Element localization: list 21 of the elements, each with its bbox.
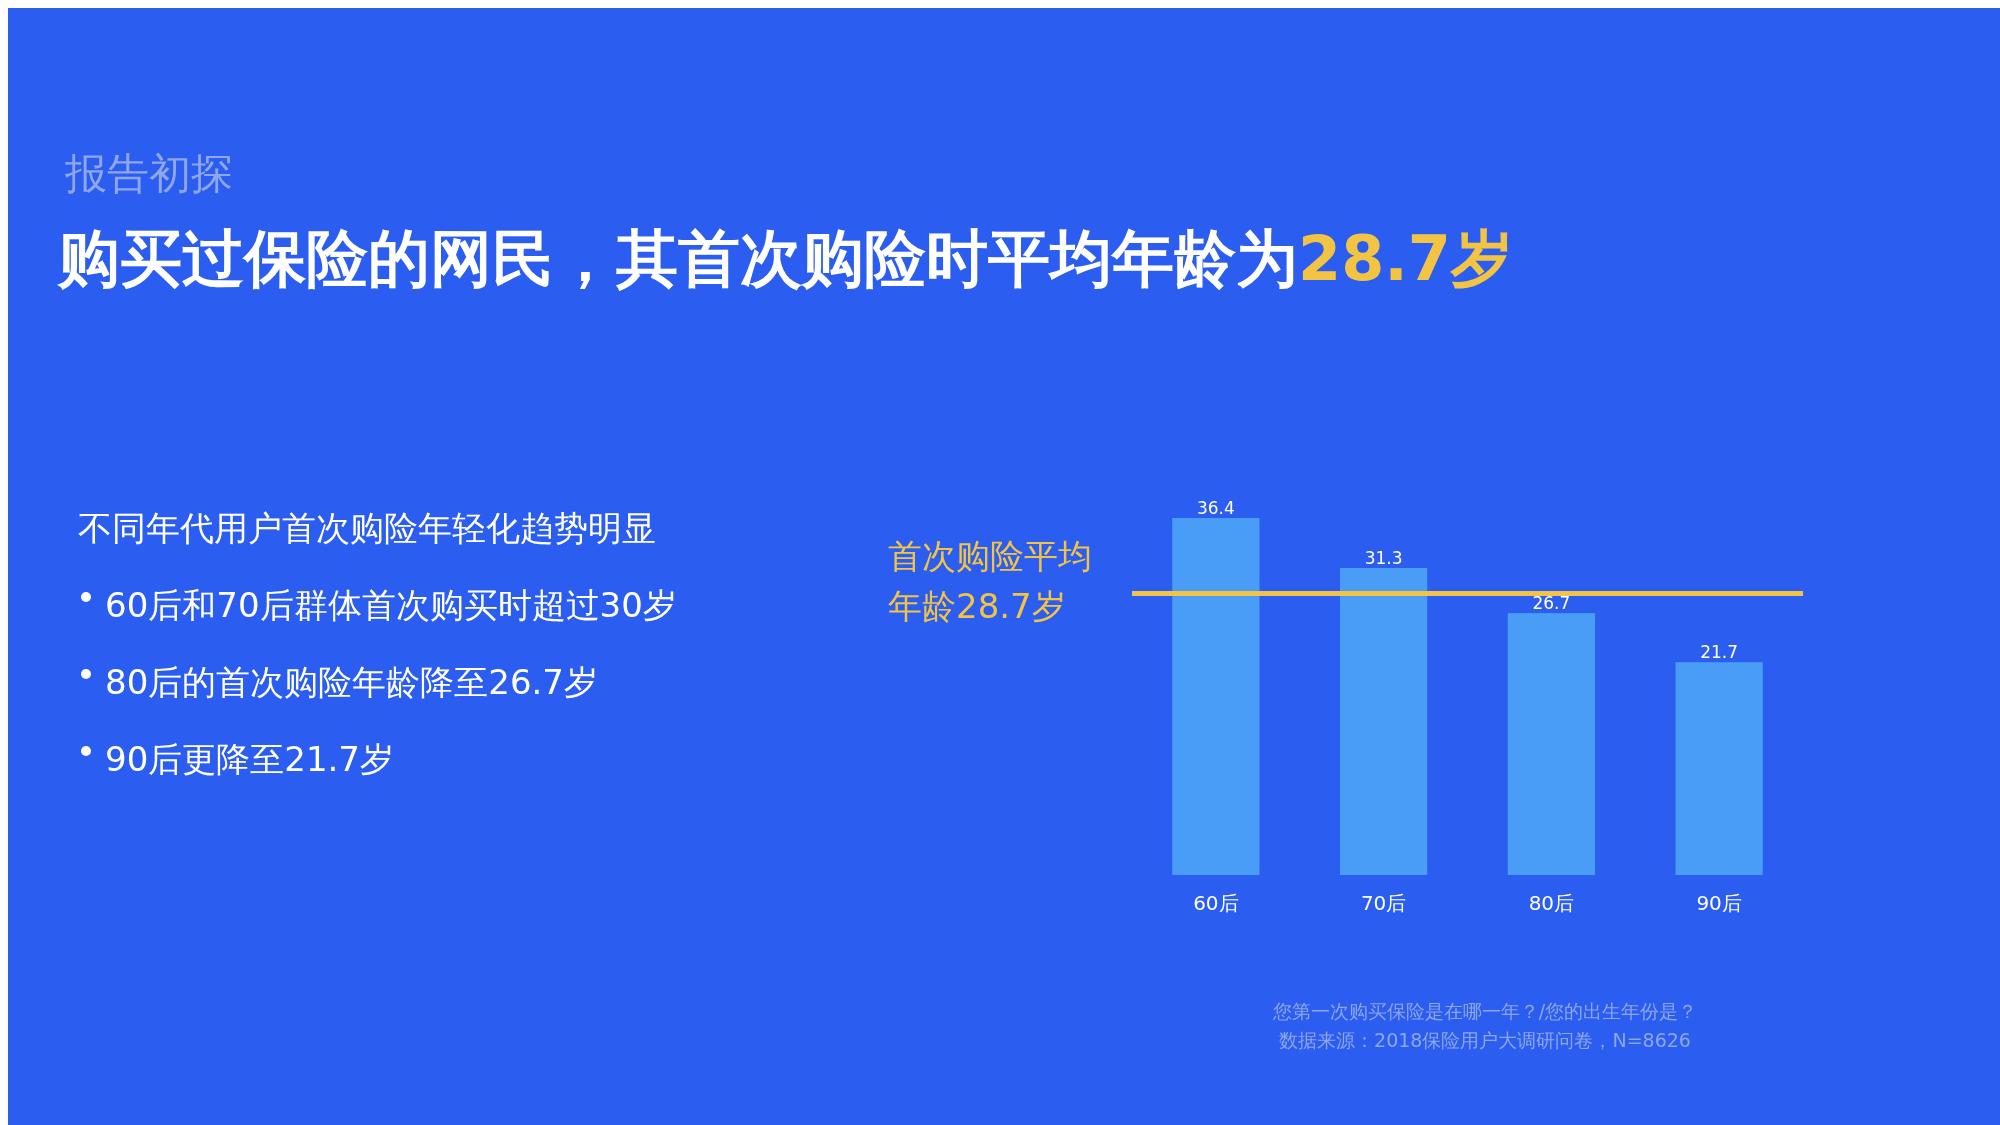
text: 不同年代用户首次购险年轻化趋势明显 (78, 508, 656, 548)
text: 60后和70后群体首次购买时超过30岁 (105, 585, 677, 625)
source-note: 数据来源：2018保险用户大调研问卷，N=8626 (1279, 1029, 1691, 1051)
text: 报告初探 (64, 149, 233, 198)
bar (1675, 662, 1763, 875)
data-label: 36.4 (1196, 498, 1235, 518)
x-tick-label: 90后 (1696, 891, 1742, 915)
bar (1507, 613, 1595, 875)
data-label: 31.3 (1364, 548, 1403, 569)
data-label: 26.7 (1532, 593, 1571, 614)
data-label: 21.7 (1700, 642, 1739, 663)
text: 90后更降至21.7岁 (105, 739, 394, 779)
x-tick-label: 60后 (1193, 891, 1239, 915)
chart-title: 购买过保险的网民，其首次购险时平均年龄为28.7岁 (56, 222, 1513, 295)
text: 80后的首次购险年龄降至26.7岁 (105, 662, 598, 702)
ref-line-label: 首次购险平均年龄28.7岁 (888, 536, 1092, 626)
bar (1340, 568, 1428, 875)
text: 您第一次购买保险是在哪一年？/您的出生年份是？ (1271, 1000, 1698, 1022)
x-tick-label: 70后 (1360, 891, 1407, 915)
x-tick-label: 80后 (1528, 891, 1575, 915)
bar (1172, 518, 1260, 875)
